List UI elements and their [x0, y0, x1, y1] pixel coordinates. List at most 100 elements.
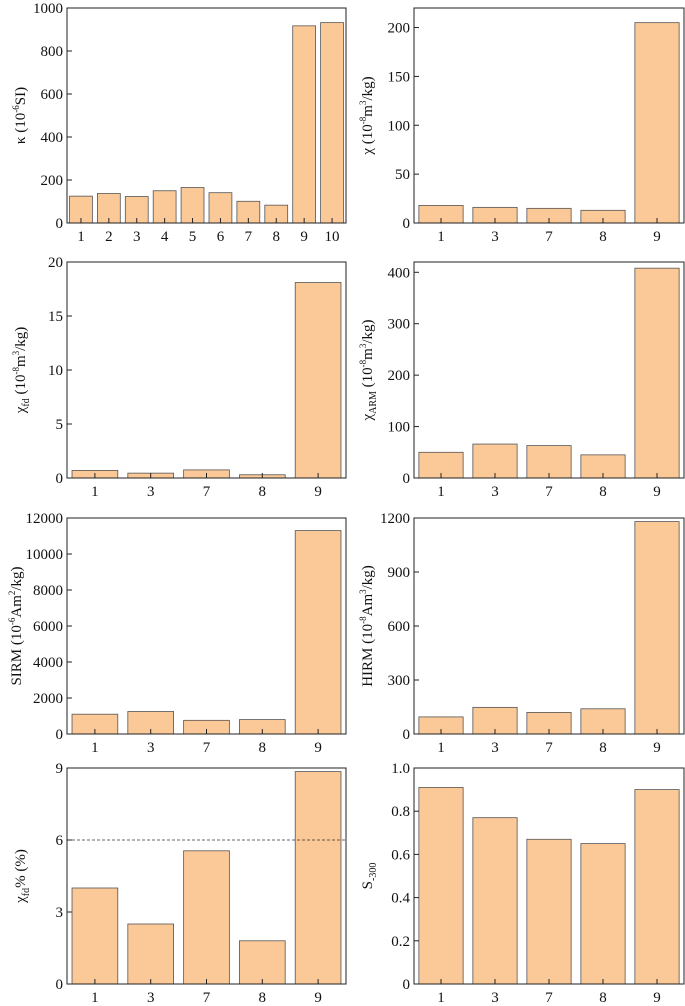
axis-title-part: χ (10 — [360, 124, 376, 155]
x-tick-label: 3 — [491, 484, 499, 500]
y-tick-label: 600 — [41, 87, 64, 103]
x-tick-label: 3 — [147, 484, 155, 500]
axis-title-part: /kg) — [13, 327, 29, 351]
bar-9 — [292, 25, 316, 224]
x-tick-label: 9 — [653, 484, 661, 500]
y-tick-label: 12000 — [26, 511, 64, 527]
axis-title-part: ARM — [368, 391, 379, 414]
y-axis-title: SIRM (10-6Am2/kg) — [7, 566, 25, 685]
y-tick-label: 0.4 — [391, 891, 410, 907]
x-tick-label: 3 — [133, 229, 141, 245]
x-tick-label: 1 — [437, 990, 445, 1006]
bar-9 — [634, 521, 680, 735]
bar-9 — [634, 267, 680, 479]
y-tick-label: 0.2 — [391, 934, 410, 950]
x-tick-label: 9 — [653, 229, 661, 245]
x-tick-label: 7 — [203, 990, 211, 1006]
bar-9 — [634, 22, 680, 224]
axis-title-part: χ — [13, 896, 29, 904]
x-tick-label: 7 — [203, 740, 211, 756]
plot-frame — [66, 517, 347, 735]
x-tick-label: 6 — [217, 229, 225, 245]
x-tick-label: 8 — [599, 484, 607, 500]
axis-title-part: -8 — [358, 116, 368, 124]
x-tick-label: 9 — [314, 990, 322, 1006]
y-tick-label: 20 — [48, 255, 63, 271]
axis-title-part: m — [13, 355, 29, 367]
y-tick-label: 200 — [388, 21, 411, 37]
y-tick-label: 600 — [388, 619, 411, 635]
x-tick-label: 3 — [491, 990, 499, 1006]
y-tick-label: 200 — [388, 368, 411, 384]
axis-title-part: -8 — [11, 367, 21, 375]
axis-title-part: /kg) — [360, 319, 376, 343]
axis-title-part: /kg) — [9, 566, 25, 590]
axis-title-part: SI) — [13, 87, 29, 105]
y-tick-label: 0 — [403, 977, 411, 993]
y-tick-label: 10000 — [26, 547, 64, 563]
plot-frame — [66, 7, 347, 224]
y-tick-label: 0 — [56, 727, 64, 743]
x-tick-label: 2 — [105, 229, 113, 245]
axis-title-part: χ — [13, 406, 29, 414]
bar-8 — [239, 940, 286, 985]
y-tick-label: 200 — [41, 173, 64, 189]
chart-panel-1: 1 2 3 4 5 6 7 8 9 10 0 200 400 600 800 1000 κ (10-6SI) — [11, 1, 347, 245]
axis-title-part: HIRM (10 — [360, 624, 376, 687]
bar-9 — [294, 282, 342, 479]
y-tick-label: 400 — [388, 265, 411, 281]
chart-panel-7: 1 3 7 8 9 0 3 6 9 χfd% (%) — [13, 761, 347, 1006]
axis-title-part: 2 — [7, 591, 17, 596]
y-tick-label: 4000 — [33, 655, 63, 671]
axis-title-part: Am — [360, 594, 376, 617]
y-tick-label: 8000 — [33, 583, 63, 599]
axis-title-part: m — [360, 348, 376, 360]
y-tick-label: 800 — [41, 44, 64, 60]
y-axis-title: HIRM (10-8Am3/kg) — [358, 565, 376, 687]
x-tick-label: 8 — [599, 229, 607, 245]
x-tick-label: 5 — [189, 229, 197, 245]
y-tick-label: 900 — [388, 565, 411, 581]
x-tick-label: 8 — [599, 740, 607, 756]
x-tick-label: 8 — [259, 484, 267, 500]
axis-title-part: m — [360, 105, 376, 117]
x-tick-label: 7 — [545, 990, 553, 1006]
y-tick-label: 2000 — [33, 691, 63, 707]
y-tick-label: 400 — [41, 130, 64, 146]
axis-title-part: -8 — [358, 359, 368, 367]
y-tick-label: 100 — [388, 118, 411, 134]
x-tick-label: 1 — [437, 740, 445, 756]
bar-5 — [180, 187, 205, 224]
bar-7 — [183, 850, 230, 985]
y-axis-title: κ (10-6SI) — [11, 87, 29, 144]
x-tick-label: 8 — [273, 229, 281, 245]
x-tick-label: 7 — [245, 229, 253, 245]
axis-title-part: 3 — [11, 350, 21, 355]
y-tick-label: 3 — [56, 905, 64, 921]
bar-1 — [71, 887, 119, 985]
axis-title-part: -8 — [358, 616, 368, 624]
y-tick-label: 6 — [56, 833, 64, 849]
x-tick-label: 3 — [147, 740, 155, 756]
y-tick-label: 300 — [388, 673, 411, 689]
y-tick-label: 0 — [56, 471, 64, 487]
x-tick-label: 7 — [545, 740, 553, 756]
y-tick-label: 300 — [388, 317, 411, 333]
bar-10 — [320, 22, 344, 224]
y-tick-label: 0 — [403, 471, 411, 487]
y-tick-label: 6000 — [33, 619, 63, 635]
x-tick-label: 9 — [300, 229, 308, 245]
axis-title-part: Am — [9, 595, 25, 618]
bar-9 — [294, 530, 342, 735]
x-tick-label: 8 — [259, 740, 267, 756]
axis-title-part: /kg) — [360, 565, 376, 589]
y-tick-label: 15 — [48, 309, 63, 325]
plot-frame — [413, 261, 685, 479]
y-tick-label: 10 — [48, 363, 63, 379]
y-tick-label: 0.6 — [391, 847, 410, 863]
y-axis-title: χfd (10-8m3/kg) — [11, 327, 32, 415]
y-tick-label: 0 — [403, 727, 411, 743]
bar-3 — [472, 817, 518, 985]
